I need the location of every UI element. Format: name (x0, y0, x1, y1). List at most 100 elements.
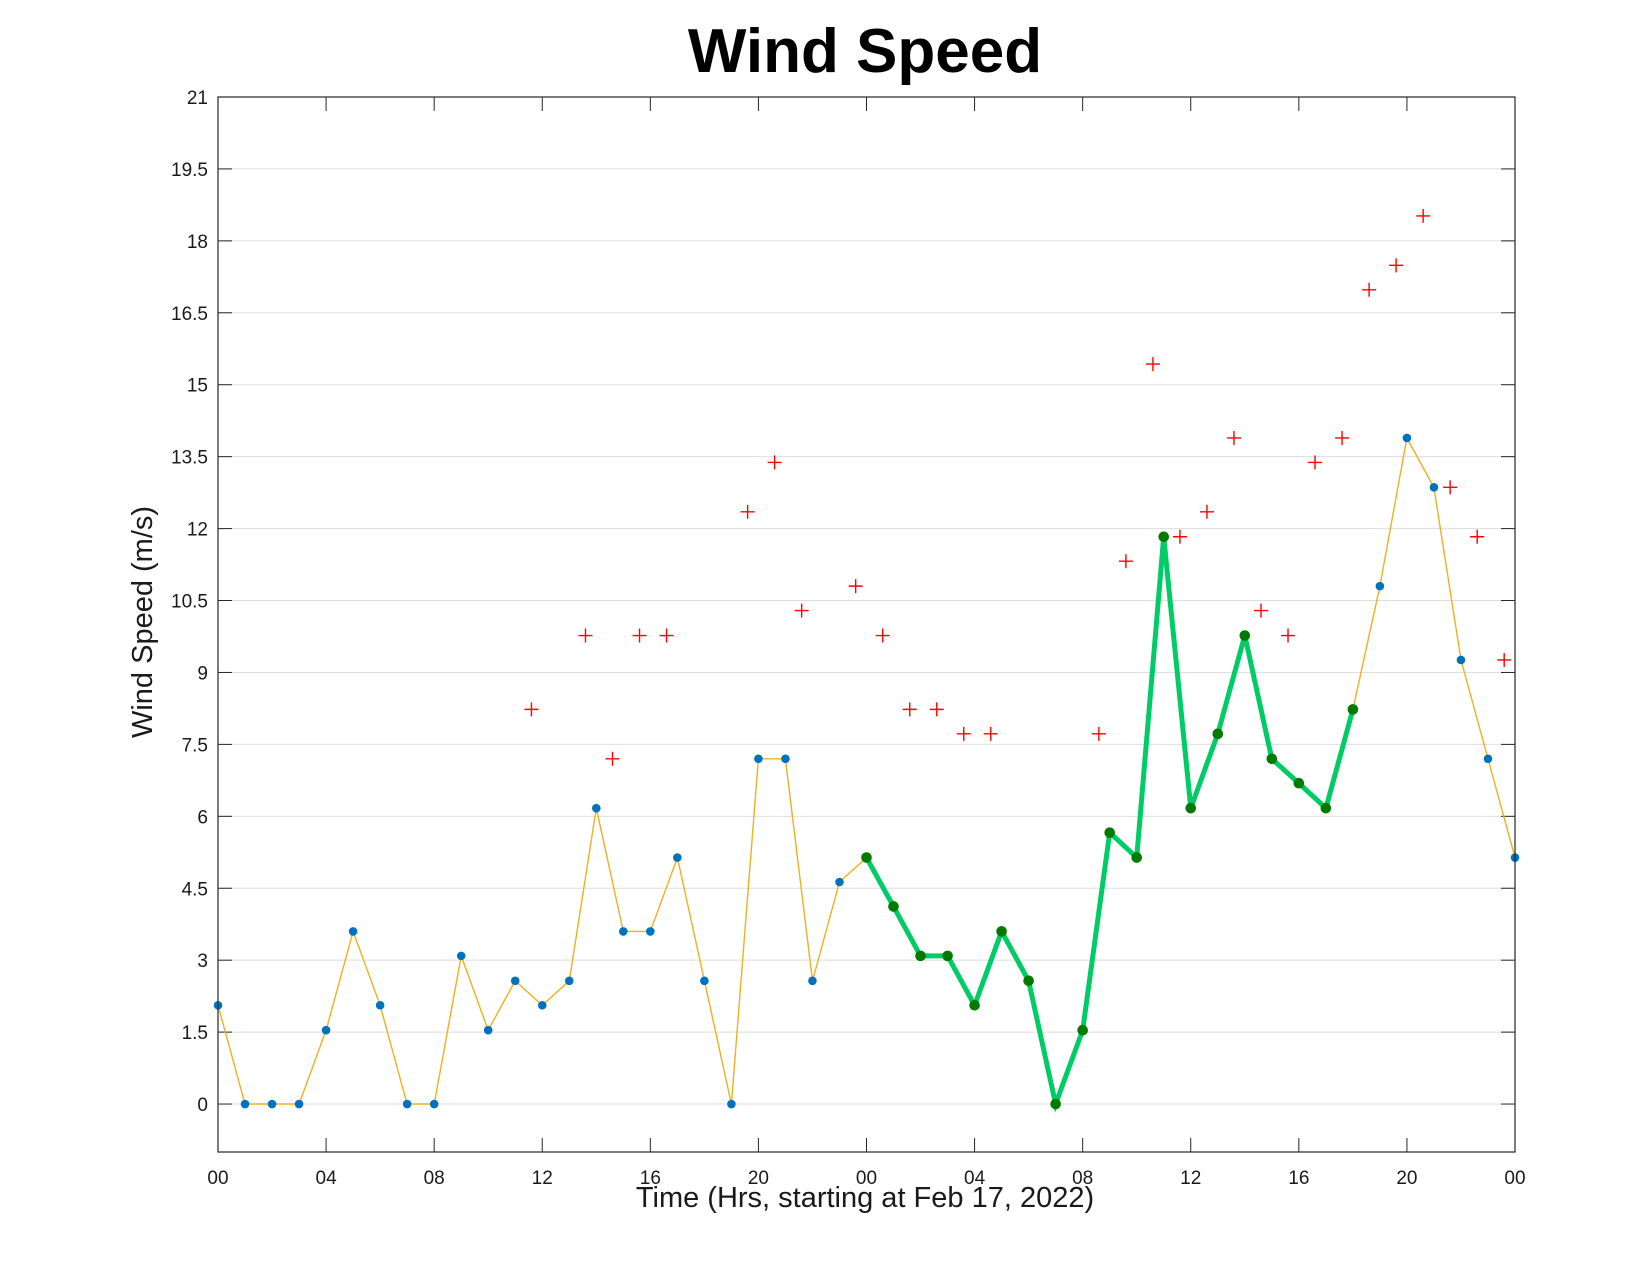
wind-speed-point (835, 877, 844, 887)
y-tick-label: 7.5 (182, 735, 208, 756)
x-tick-label: 08 (424, 1168, 445, 1189)
wind-speed-point (591, 803, 601, 813)
wind-speed-point (1429, 483, 1439, 492)
y-axis-ticks: 0 1.5 3 4.5 6 7.5 9 10.5 12 13.5 15 16.5 18 19.5 21 (171, 88, 1515, 1116)
y-tick-label: 19.5 (171, 160, 208, 181)
wind-speed-point (727, 1099, 736, 1109)
gust-marker (1308, 455, 1323, 470)
gust-marker (1091, 726, 1106, 741)
y-tick-label: 21 (187, 88, 208, 109)
wind-speed-point (754, 754, 763, 764)
wind-speed-point (1375, 581, 1385, 591)
wind-speed-point (375, 1000, 385, 1010)
highlight-point (1266, 753, 1278, 765)
highlight-point (942, 950, 953, 962)
gust-marker (956, 726, 971, 741)
wind-speed-point (1402, 433, 1412, 443)
gust-marker (1199, 504, 1214, 519)
highlight-point (915, 950, 926, 962)
highlight-point (861, 852, 872, 863)
wind-speed-point (700, 976, 709, 986)
x-tick-label: 16 (1288, 1168, 1309, 1189)
highlight-point (1050, 1098, 1061, 1110)
gust-marker (875, 628, 890, 643)
highlight-point (1131, 852, 1143, 863)
y-tick-label: 6 (197, 807, 208, 828)
gust-marker (1389, 258, 1404, 273)
y-tick-label: 13.5 (171, 448, 208, 469)
x-tick-label: 04 (316, 1168, 338, 1189)
gust-marker (1335, 430, 1350, 445)
x-tick-label: 20 (1396, 1168, 1417, 1189)
wind-speed-point (456, 951, 466, 961)
highlight-point (1212, 728, 1224, 740)
highlight-point (1185, 802, 1197, 814)
y-tick-label: 15 (187, 376, 208, 397)
gust-marker (794, 603, 809, 618)
y-tick-label: 3 (197, 951, 208, 972)
gust-marker (740, 504, 755, 519)
x-tick-label: 00 (207, 1168, 228, 1189)
gust-marker (1118, 554, 1133, 569)
gust-marker (1172, 529, 1187, 544)
highlight-point (1104, 827, 1115, 838)
x-axis-label: Time (Hrs, starting at Feb 17, 2022) (636, 1182, 1094, 1214)
x-tick-label: 04 (964, 1168, 986, 1189)
wind-speed-point (483, 1025, 493, 1035)
gust-marker (578, 628, 593, 643)
wind-speed-point (510, 976, 520, 986)
y-tick-label: 10.5 (171, 592, 208, 613)
highlight-point (1239, 630, 1251, 641)
wind-speed-point (1483, 754, 1493, 764)
gust-marker (632, 628, 647, 643)
gust-marker (767, 455, 782, 470)
gust-marker (605, 751, 620, 766)
wind-speed-point (564, 976, 574, 986)
gust-marker (902, 702, 917, 717)
highlight-point (1293, 777, 1305, 789)
wind-speed-point (321, 1025, 331, 1035)
gust-marker (1226, 430, 1241, 445)
x-tick-label: 00 (856, 1168, 877, 1189)
wind-speed-point (537, 1000, 547, 1010)
highlight-point (888, 901, 899, 912)
gust-marker (1416, 208, 1431, 223)
gust-marker (1145, 357, 1160, 372)
x-axis-ticks: 00 04 08 12 16 20 00 04 08 12 16 20 00 (207, 97, 1526, 1189)
y-tick-label: 9 (197, 663, 208, 684)
wind-speed-point (348, 927, 358, 936)
gust-marker (659, 628, 674, 643)
highlight-point (1023, 975, 1034, 987)
y-tick-label: 4.5 (182, 879, 208, 900)
gust-marker (1254, 603, 1268, 618)
plot-frame (217, 96, 1516, 1153)
gust-marker (1362, 282, 1377, 297)
wind-speed-point (402, 1099, 412, 1109)
highlight-point (1347, 704, 1359, 715)
wind-speed-point (673, 853, 682, 862)
y-tick-label: 16.5 (171, 304, 208, 325)
gust-marker (524, 702, 539, 717)
y-tick-label: 18 (187, 232, 208, 253)
wind-speed-point (808, 976, 817, 986)
highlight-point (1158, 531, 1170, 543)
gust-marker (929, 702, 944, 717)
wind-speed-point (781, 754, 790, 764)
highlight-point (1320, 802, 1332, 814)
wind-speed-point (240, 1099, 250, 1109)
y-axis-label: Wind Speed (m/s) (127, 506, 159, 738)
data-series (213, 208, 1520, 1113)
x-tick-label: 00 (1504, 1168, 1525, 1189)
x-tick-label: 20 (748, 1168, 769, 1189)
gust-marker (848, 579, 863, 594)
gust-marker (1470, 529, 1485, 544)
y-tick-label: 0 (197, 1095, 208, 1116)
plot-area (218, 97, 1515, 1152)
y-tick-label: 1.5 (182, 1023, 208, 1044)
wind-speed-point (646, 927, 655, 936)
x-tick-label: 08 (1072, 1168, 1093, 1189)
y-tick-label: 12 (187, 520, 208, 541)
wind-speed-point (619, 927, 628, 936)
gust-marker (983, 726, 998, 741)
